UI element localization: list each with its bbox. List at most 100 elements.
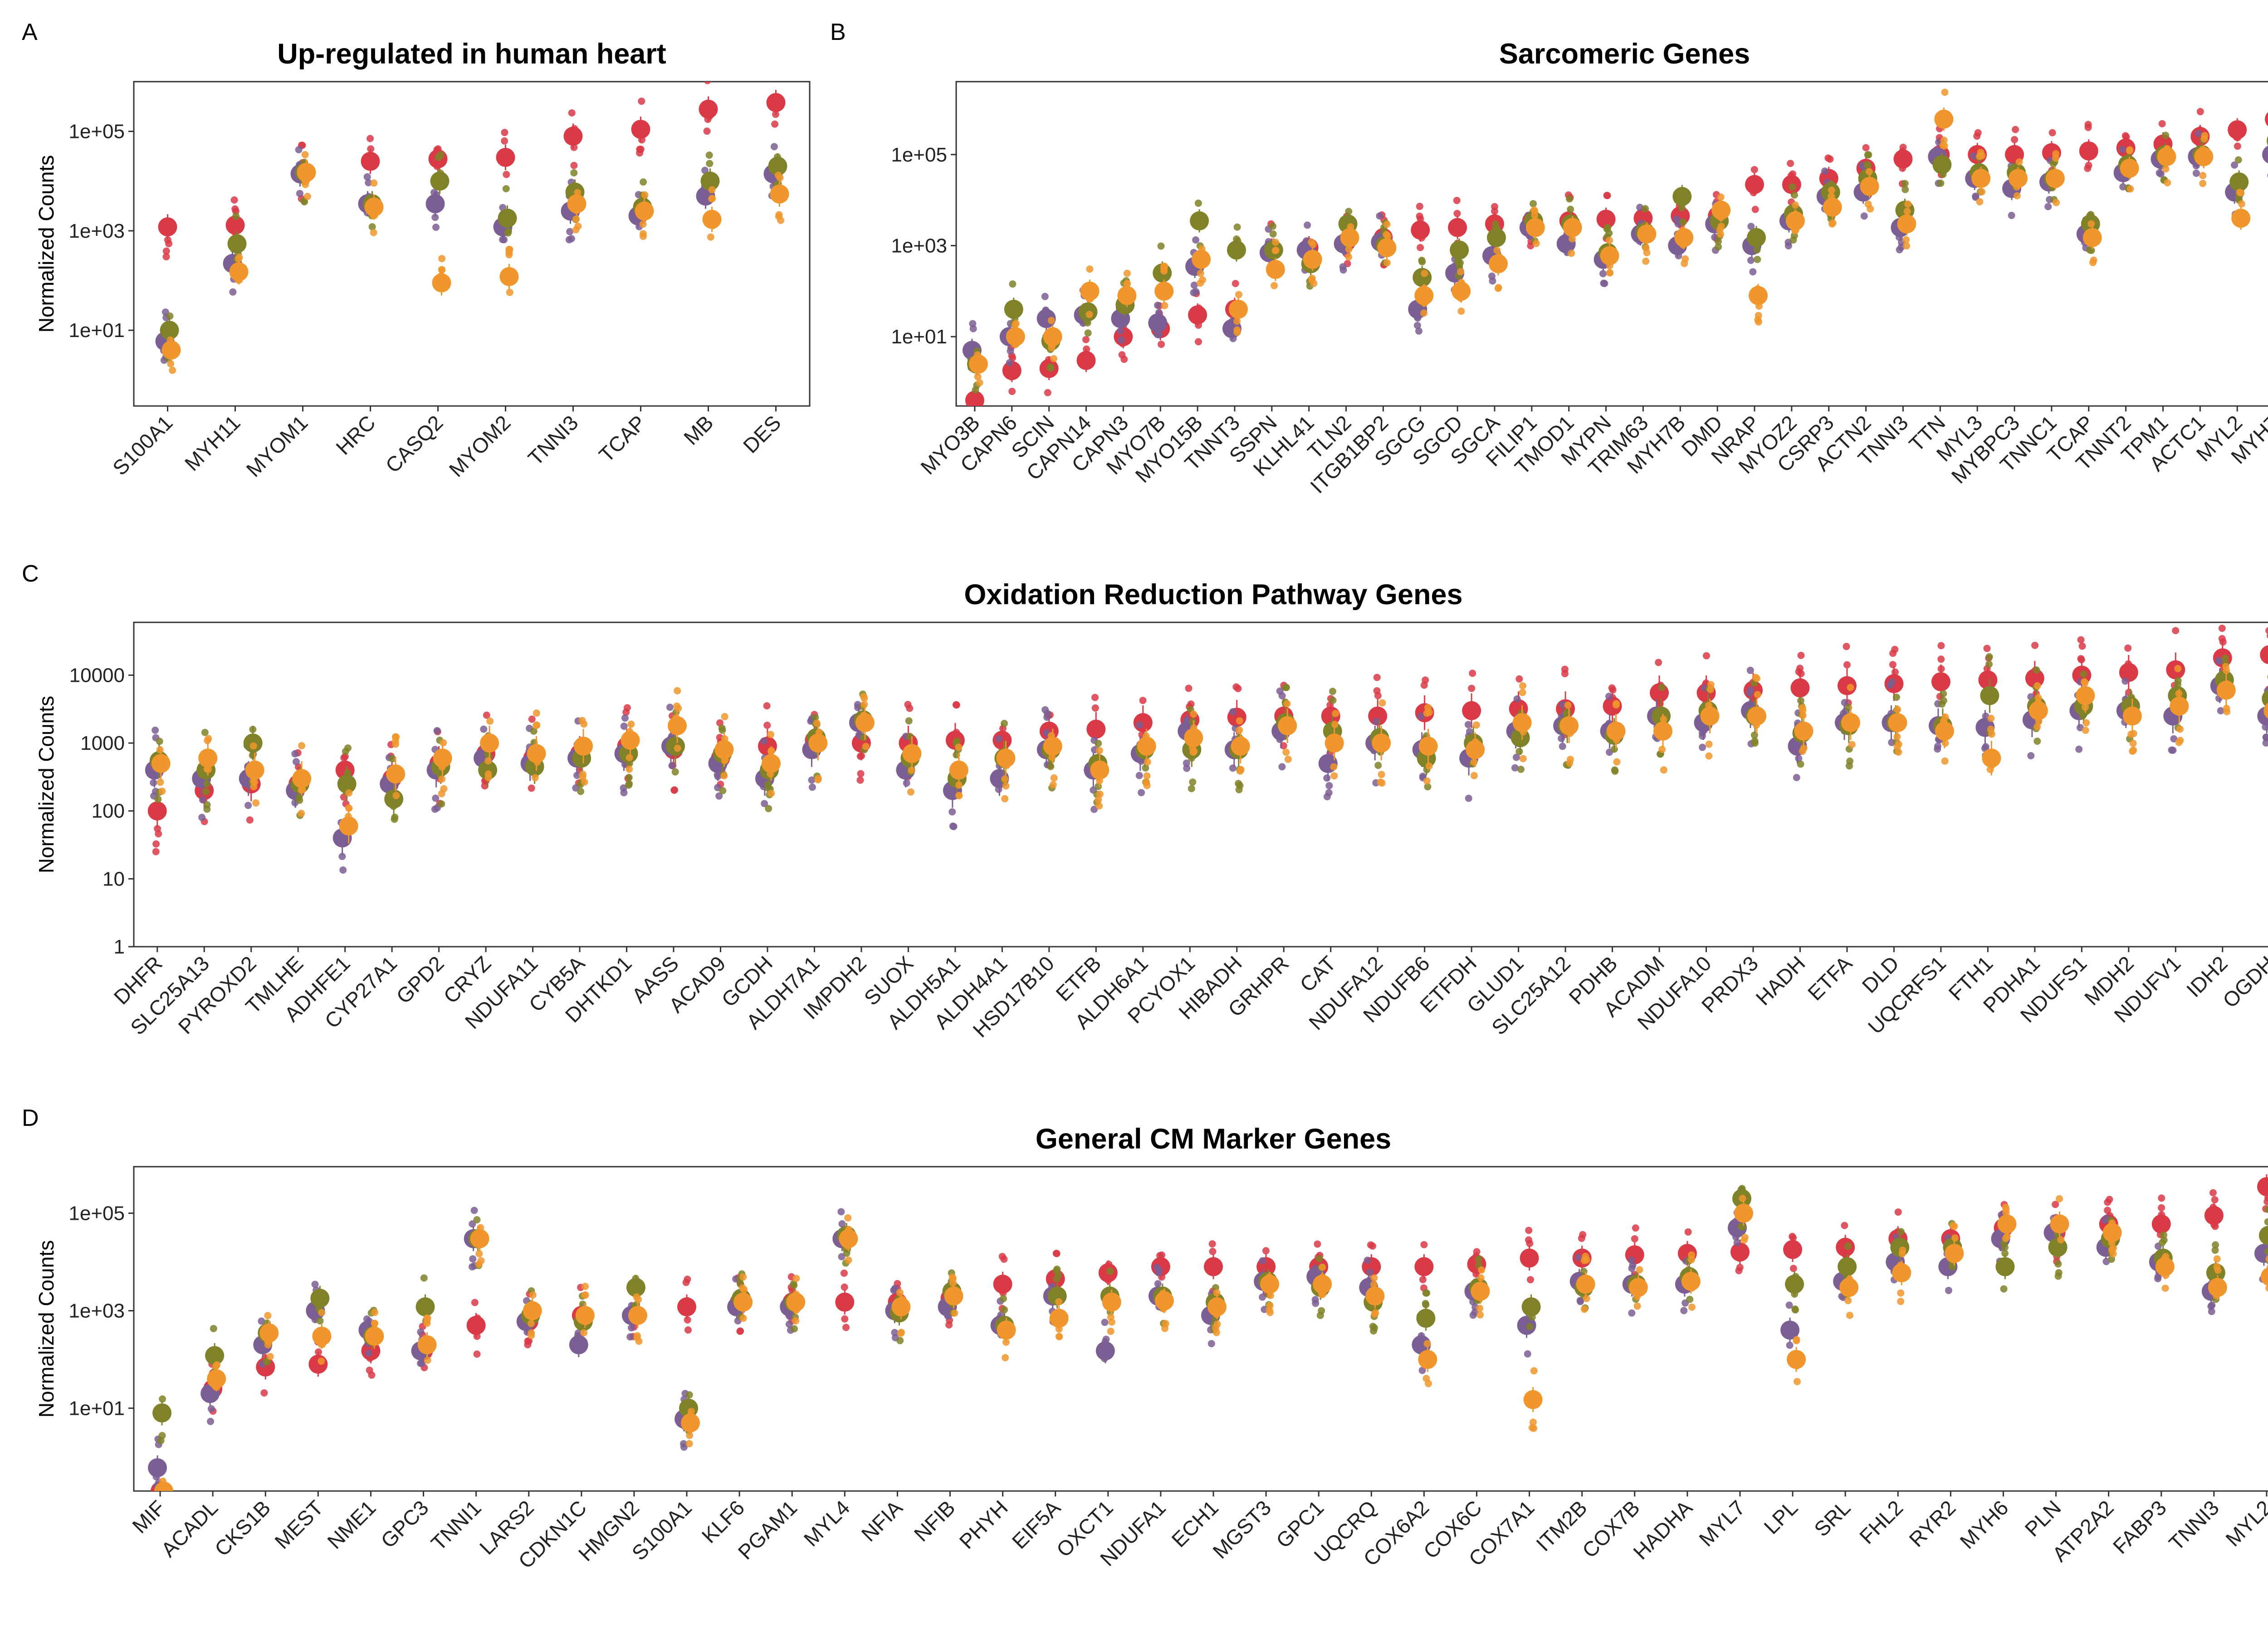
- point-orange-etfb: [1096, 791, 1104, 798]
- point-orange-myl2: [2237, 189, 2244, 196]
- point-purple-uqcrfs1: [1934, 745, 1941, 753]
- point-purple-slc25a12: [1558, 735, 1565, 742]
- point-red-nrap: [1752, 206, 1759, 213]
- point-olive-dhtkd1: [626, 780, 633, 787]
- point-orange-aldh5a1: [955, 743, 962, 751]
- mean-red-s100a1: [158, 217, 177, 236]
- point-olive-uqcrfs1: [1940, 697, 1947, 704]
- point-orange-hadh: [1799, 748, 1806, 755]
- point-red-hadha: [1685, 1228, 1692, 1236]
- mean-orange-tnnt2: [2120, 159, 2139, 178]
- point-orange-myom1: [304, 193, 311, 200]
- point-red-s100a1: [684, 1316, 691, 1324]
- point-orange-trim63: [1642, 258, 1649, 265]
- x-tick-label-etfa: ETFA: [1803, 951, 1857, 1005]
- point-orange-aass: [675, 705, 682, 712]
- point-orange-actc1: [2199, 172, 2206, 179]
- point-red-hadh: [1798, 670, 1805, 677]
- point-orange-hsd17b10: [1050, 781, 1057, 788]
- point-orange-sgcd: [1457, 308, 1465, 315]
- point-purple-gpc1: [1312, 1296, 1319, 1303]
- point-red-etfb: [1091, 694, 1099, 701]
- point-red-tnni1: [474, 1350, 481, 1358]
- point-orange-tpm1: [2164, 179, 2171, 186]
- mean-orange-myo15b: [1192, 250, 1211, 269]
- mean-orange-actn2: [1860, 177, 1879, 196]
- point-red-impdh2: [857, 770, 865, 777]
- point-orange-cryz: [486, 718, 494, 725]
- point-red-capn14: [1082, 336, 1090, 343]
- point-orange-sgcg: [1420, 309, 1427, 317]
- point-orange-cks1b: [264, 1312, 271, 1319]
- point-olive-slc25a13: [203, 806, 210, 813]
- mean-orange-sgca: [1489, 254, 1508, 273]
- x-tick-label-nme1: NME1: [323, 1496, 380, 1553]
- point-orange-tnni1: [475, 1250, 483, 1257]
- y-tick-label: 10: [103, 868, 125, 890]
- x-tick-label-myh11: MYH11: [180, 411, 245, 475]
- point-orange-hadh: [1799, 707, 1807, 714]
- x-tick-label-nfia: NFIA: [857, 1496, 907, 1546]
- mean-orange-s100a1: [162, 341, 181, 360]
- point-olive-cox7a1: [1526, 1323, 1534, 1330]
- y-tick-label: 1e+01: [68, 1397, 125, 1419]
- x-tick-label-ryr2: RYR2: [1904, 1496, 1960, 1551]
- point-orange-ndufa10: [1706, 741, 1713, 748]
- point-olive-slc25a13: [204, 780, 211, 787]
- point-olive-myh6: [2001, 1244, 2009, 1251]
- mean-orange-tnni1: [470, 1229, 489, 1248]
- plot-frame: [134, 622, 2268, 947]
- mean-orange-sgcg: [1414, 286, 1433, 305]
- point-orange-tmod1: [1568, 249, 1575, 257]
- mean-orange-aldh5a1: [949, 761, 968, 780]
- point-orange-cox7a1: [1530, 1425, 1537, 1432]
- point-purple-tmlhe: [291, 750, 298, 758]
- point-orange-cyb5a: [579, 771, 587, 778]
- point-orange-atp2a2: [2108, 1246, 2116, 1253]
- point-orange-cox6a2: [1424, 1340, 1431, 1347]
- mean-orange-prdx3: [1747, 707, 1766, 726]
- point-olive-gpc1: [1317, 1312, 1324, 1319]
- point-orange-myl2: [2238, 200, 2245, 207]
- mean-orange-ndufa11: [527, 744, 546, 763]
- x-tick-label-tcap: TCAP: [594, 411, 650, 467]
- point-orange-uqcrfs1: [1941, 758, 1949, 765]
- point-orange-cox6c: [1476, 1311, 1484, 1319]
- point-orange-fhl2: [1897, 1298, 1904, 1305]
- point-orange-cox7a1: [1530, 1367, 1538, 1374]
- y-tick-label: 1e+01: [891, 326, 947, 348]
- point-orange-myl7: [1739, 1195, 1746, 1202]
- chart-title: Up-regulated in human heart: [277, 38, 666, 70]
- mean-orange-des: [770, 185, 789, 204]
- point-purple-prdx3: [1747, 686, 1755, 694]
- point-orange-dhfr: [156, 746, 164, 753]
- point-olive-tln2: [1345, 208, 1352, 215]
- point-olive-acad9: [719, 727, 726, 734]
- point-orange-klf6: [740, 1315, 747, 1322]
- point-orange-ndufb6: [1426, 763, 1433, 770]
- point-red-ndufa11: [528, 785, 535, 792]
- point-purple-aass: [666, 704, 674, 711]
- point-orange-etfa: [1848, 741, 1856, 748]
- point-purple-prdx3: [1747, 667, 1754, 674]
- point-purple-ndufs1: [2075, 746, 2082, 753]
- point-olive-trim63: [1642, 205, 1649, 212]
- point-red-fhl2: [1895, 1208, 1902, 1216]
- point-orange-mypn: [1606, 269, 1613, 277]
- point-olive-capn14: [1085, 329, 1092, 337]
- point-red-myoz2: [1787, 160, 1794, 167]
- mean-red-ech1: [1204, 1257, 1223, 1276]
- point-orange-acad9: [720, 772, 728, 779]
- point-orange-hmgn2: [635, 1296, 642, 1303]
- mean-orange-dhtkd1: [621, 731, 640, 750]
- data-marks: [148, 1159, 2268, 1501]
- point-purple-aldh4a1: [995, 735, 1002, 743]
- point-orange-tnni3: [2214, 1266, 2221, 1274]
- x-tick-label-hadha: HADHA: [1628, 1496, 1697, 1564]
- mean-orange-ndufa1: [1155, 1291, 1174, 1310]
- point-olive-tpm1: [2162, 132, 2169, 139]
- y-axis-label: Normalized Counts: [34, 1240, 58, 1418]
- point-orange-tnnt2: [2127, 186, 2134, 193]
- point-purple-ndufa10: [1699, 744, 1706, 751]
- mean-red-nrap: [1745, 175, 1764, 194]
